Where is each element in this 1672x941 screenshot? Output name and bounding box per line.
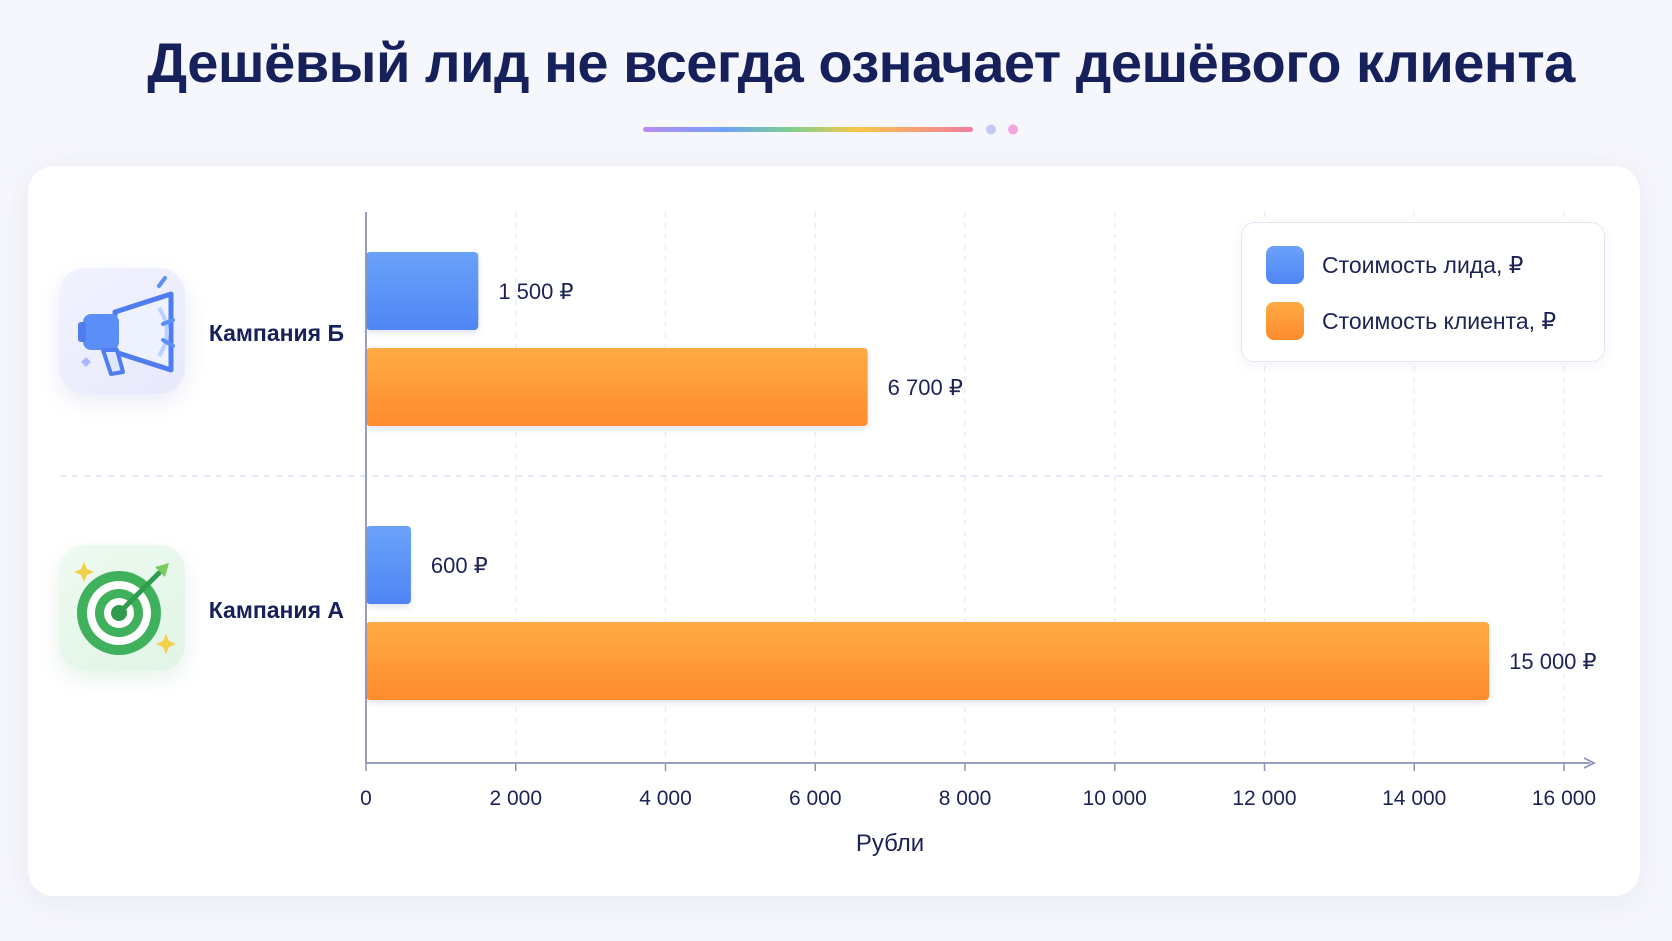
page-title: Дешёвый лид не всегда означает дешёвого … [147,31,1575,94]
legend-label-lead: Стоимость лида, ₽ [1322,251,1524,278]
legend-item-client: Стоимость клиента, ₽ [1266,301,1556,341]
x-tick-label: 4 000 [639,787,692,810]
x-tick-label: 0 [360,787,372,810]
data-label: 15 000 ₽ [1509,649,1596,674]
x-tick-label: 16 000 [1532,787,1596,810]
data-label: 600 ₽ [431,553,488,578]
x-tick-label: 14 000 [1382,787,1446,810]
legend-swatch-lead [1266,246,1304,284]
data-label: 6 700 ₽ [888,375,963,400]
x-tick-label: 6 000 [789,787,842,810]
x-axis-title: Рубли [855,830,925,857]
x-tick-label: 10 000 [1083,787,1147,810]
x-tick-label: 12 000 [1232,787,1296,810]
title-decoration [643,124,1018,135]
legend-label-client: Стоимость клиента, ₽ [1322,307,1557,334]
bar-client [366,622,1490,700]
category-label-campaign-b: Кампания Б [208,320,344,346]
category-label-campaign-a: Кампания А [208,597,344,623]
x-tick-label: 8 000 [939,787,992,810]
legend-swatch-client [1266,302,1304,340]
megaphone-icon [59,268,185,394]
target-icon [59,545,185,671]
bar-client [366,348,868,426]
bar-lead [366,252,479,330]
x-axis-arrow [1583,757,1597,769]
x-tick-label: 2 000 [489,787,542,810]
data-label: 1 500 ₽ [498,279,573,304]
bar-lead [366,526,411,604]
legend-item-lead: Стоимость лида, ₽ [1266,245,1523,285]
chart-legend: Стоимость лида, ₽ Стоимость клиента, ₽ [1241,222,1605,362]
